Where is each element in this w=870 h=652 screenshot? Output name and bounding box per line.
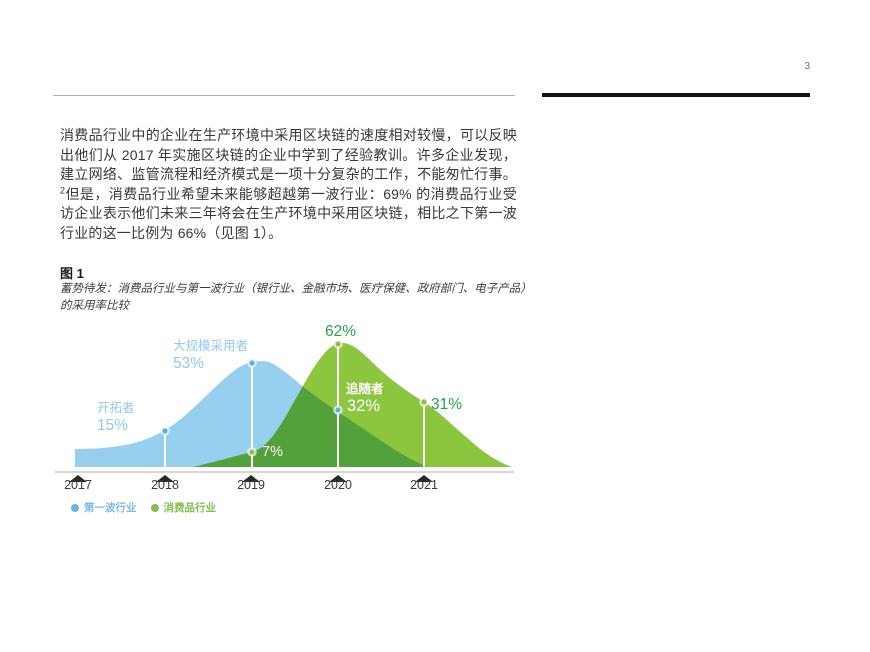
axis-year-2017: 2017 [64, 478, 92, 492]
follower-stage-label: 追随者 [346, 382, 384, 396]
point-consumer-2021 [419, 397, 429, 407]
paragraph-part2: 但是，消费品行业希望未来能够超越第一波行业：69% 的消费品行业受访企业表示他们… [60, 185, 517, 241]
firstwave-2020-value-label: 32% [347, 397, 381, 415]
tick-triangle-2020 [329, 475, 347, 482]
header-rule-right [542, 93, 810, 97]
figure-caption: 蓄势待发：消费品行业与第一波行业（银行业、金融市场、医疗保健、政府部门、电子产品… [60, 283, 526, 312]
consumer-legend-dot-icon [150, 503, 159, 512]
point-firstwave-2019 [247, 358, 257, 368]
axis-year-2021: 2021 [410, 478, 438, 492]
axis-year-2019: 2019 [237, 478, 265, 492]
legend-consumer-label: 消费品行业 [163, 502, 217, 514]
point-firstwave-2018 [160, 426, 170, 436]
point-consumer-2019 [247, 447, 257, 457]
pioneer-stage-label: 开拓者 [97, 401, 135, 415]
axis-year-2020: 2020 [324, 478, 352, 492]
adoption-curves-chart [55, 339, 514, 482]
consumer-area [193, 342, 512, 467]
figure-label: 图 1 [60, 266, 84, 281]
tick-triangle-2019 [242, 475, 260, 482]
axis-year-2018: 2018 [151, 478, 179, 492]
mass-stage-label: 大规模采用者 [173, 339, 249, 353]
tick-triangle-2017 [69, 475, 87, 482]
point-consumer-2020 [333, 339, 343, 349]
header-rule-left [53, 95, 515, 96]
body-paragraph: 消费品行业中的企业在生产环境中采用区块链的速度相对较慢，可以反映出他们从 201… [60, 126, 517, 244]
footnote-reference: 2 [60, 185, 66, 196]
annotation-mass-adopters: 大规模采用者 53% [173, 339, 248, 373]
legend-item-firstwave: 第一波行业 [71, 500, 137, 515]
point-firstwave-2020 [333, 405, 343, 415]
consumer-peak-value-label: 62% [325, 323, 357, 340]
tick-triangle-2021 [415, 475, 433, 482]
legend-firstwave-label: 第一波行业 [84, 502, 137, 514]
paragraph-part1: 消费品行业中的企业在生产环境中采用区块链的速度相对较慢，可以反映出他们从 201… [60, 127, 517, 183]
consumer-2021-value-label: 31% [431, 396, 463, 413]
mass-value-label: 53% [173, 355, 205, 372]
chart-legend: 第一波行业 消费品行业 [71, 500, 216, 515]
page-number: 3 [804, 61, 810, 72]
consumer-2019-value-label: 7% [262, 444, 283, 460]
firstwave-legend-dot-icon [71, 503, 79, 512]
legend-item-consumer: 消费品行业 [150, 500, 217, 515]
tick-triangle-2018 [156, 475, 174, 482]
annotation-pioneer: 开拓者 15% [97, 401, 135, 435]
pioneer-value-label: 15% [97, 417, 129, 434]
